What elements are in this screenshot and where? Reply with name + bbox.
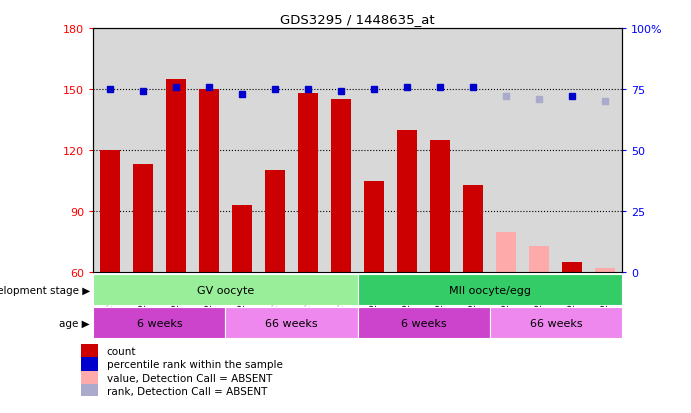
Bar [166, 80, 186, 273]
Bar [490, 29, 523, 273]
Text: 66 weeks: 66 weeks [529, 318, 582, 328]
Bar [82, 344, 98, 357]
Bar [397, 131, 417, 273]
Bar [358, 29, 390, 273]
Bar [82, 357, 98, 371]
Bar [325, 29, 358, 273]
Text: rank, Detection Call = ABSENT: rank, Detection Call = ABSENT [106, 386, 267, 396]
Bar [126, 29, 160, 273]
Bar [463, 185, 483, 273]
Bar [160, 29, 192, 273]
Text: GV oocyte: GV oocyte [197, 285, 254, 295]
Title: GDS3295 / 1448635_at: GDS3295 / 1448635_at [281, 13, 435, 26]
Bar [265, 171, 285, 273]
Bar [529, 246, 549, 273]
Bar [93, 275, 358, 306]
Bar [258, 29, 292, 273]
Bar [199, 90, 219, 273]
Bar [232, 206, 252, 273]
Bar [390, 29, 424, 273]
Bar [358, 275, 622, 306]
Bar [100, 151, 120, 273]
Bar [424, 29, 457, 273]
Bar [596, 268, 615, 273]
Bar [490, 308, 622, 339]
Text: percentile rank within the sample: percentile rank within the sample [106, 359, 283, 369]
Bar [82, 371, 98, 384]
Bar [358, 308, 490, 339]
Bar [523, 29, 556, 273]
Text: MII oocyte/egg: MII oocyte/egg [448, 285, 531, 295]
Bar [430, 140, 450, 273]
Bar [93, 308, 225, 339]
Bar [82, 384, 98, 398]
Bar [225, 29, 258, 273]
Text: development stage ▶: development stage ▶ [0, 285, 90, 295]
Bar [298, 94, 318, 273]
Bar [589, 29, 622, 273]
Bar [556, 29, 589, 273]
Bar [331, 100, 351, 273]
Bar [364, 181, 384, 273]
Bar [457, 29, 490, 273]
Text: 6 weeks: 6 weeks [137, 318, 182, 328]
Text: age ▶: age ▶ [59, 318, 90, 328]
Bar [496, 232, 516, 273]
Bar [93, 29, 126, 273]
Text: 6 weeks: 6 weeks [401, 318, 446, 328]
Text: value, Detection Call = ABSENT: value, Detection Call = ABSENT [106, 373, 272, 383]
Bar [292, 29, 325, 273]
Text: count: count [106, 346, 136, 356]
Bar [225, 308, 358, 339]
Bar [133, 165, 153, 273]
Bar [192, 29, 225, 273]
Bar [562, 262, 583, 273]
Text: 66 weeks: 66 weeks [265, 318, 318, 328]
